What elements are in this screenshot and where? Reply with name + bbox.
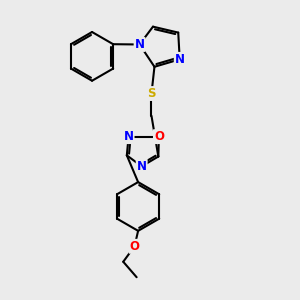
Text: N: N	[124, 130, 134, 143]
Text: O: O	[154, 130, 164, 143]
Text: O: O	[130, 240, 140, 253]
Text: N: N	[135, 38, 145, 51]
Text: N: N	[175, 53, 185, 66]
Text: N: N	[137, 160, 147, 173]
Text: S: S	[147, 87, 156, 100]
